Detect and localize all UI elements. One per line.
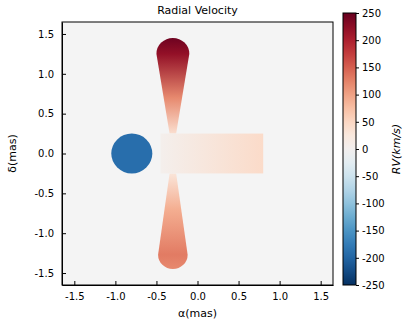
tick: -1.5 [34, 268, 66, 279]
tick-mark [62, 74, 66, 75]
tick-mark [356, 176, 359, 177]
tick-label: -150 [362, 225, 385, 236]
axis-line [63, 285, 334, 286]
tick-label: 100 [362, 89, 381, 100]
y-axis: -1.5 -1.0 -0.5 0.0 0.5 1.0 1.5 [34, 23, 66, 286]
tick: 250 [356, 8, 381, 19]
x-axis: -1.5 -1.0 -0.5 0.0 0.5 1.0 1.5 [63, 281, 334, 302]
plot-background [62, 22, 333, 285]
tick-label: 200 [362, 35, 381, 46]
tick-mark [115, 281, 116, 285]
y-axis-title: δ(mas) [6, 134, 19, 173]
tick-label: 250 [362, 8, 381, 19]
tick-mark [62, 114, 66, 115]
tick: -100 [356, 198, 385, 209]
tick-label: -250 [362, 280, 385, 291]
tick-label: -50 [362, 171, 378, 182]
colorbar-axis: -250 -200 -150 -100 -50 0 50 100 150 200 250 [356, 8, 385, 291]
jet [158, 173, 188, 269]
tick-mark [62, 34, 66, 35]
tick-mark [198, 281, 199, 285]
tick: -0.5 [34, 188, 66, 199]
tick: 1.5 [38, 29, 66, 40]
tick: -50 [356, 171, 378, 182]
tick-label: 0.0 [38, 148, 54, 159]
tick-label: 0.5 [38, 108, 54, 119]
tick-mark [356, 67, 359, 68]
tick-label: -100 [362, 198, 385, 209]
tick-mark [356, 40, 359, 41]
tick-mark [356, 203, 359, 204]
tick-label: 0.5 [231, 291, 247, 302]
tick: 1.0 [272, 281, 288, 302]
tick: -1.5 [65, 281, 85, 302]
tick-mark [356, 13, 359, 14]
tick-mark [356, 95, 359, 96]
tick-mark [356, 122, 359, 123]
tick: 150 [356, 62, 381, 73]
tick: 0.0 [190, 281, 206, 302]
tick-label: 150 [362, 62, 381, 73]
tick: 0 [356, 144, 368, 155]
tick: -1.0 [34, 228, 66, 239]
tick: -200 [356, 252, 385, 263]
tick: -0.5 [147, 281, 167, 302]
tick-label: 1.5 [38, 29, 54, 40]
tick-label: -200 [362, 252, 385, 263]
tick-mark [74, 281, 75, 285]
tick-label: -1.5 [34, 268, 54, 279]
colorbar-title: RV(km/s) [390, 124, 403, 174]
tick: 100 [356, 89, 381, 100]
tick: -1.0 [106, 281, 126, 302]
tick-label: 1.0 [38, 69, 54, 80]
tick: 1.0 [38, 69, 66, 80]
tick-label: 0 [362, 144, 368, 155]
tick-label: -0.5 [147, 291, 167, 302]
tick-mark [62, 193, 66, 194]
tick-mark [280, 281, 281, 285]
star [111, 134, 152, 174]
tick-label: 50 [362, 117, 375, 128]
tick-mark [62, 154, 66, 155]
tick-label: -1.0 [106, 291, 126, 302]
tick: 50 [356, 117, 375, 128]
tick: 0.0 [38, 148, 66, 159]
chart-svg: -1.5 -1.0 -0.5 0.0 0.5 1.0 1.5 -1.5 -1.0 -0.5 0.0 0… [0, 0, 411, 328]
chart-container: -1.5 -1.0 -0.5 0.0 0.5 1.0 1.5 -1.5 -1.0 -0.5 0.0 0… [0, 0, 411, 328]
tick-mark [356, 149, 359, 150]
tick-mark [356, 285, 359, 286]
tick: 200 [356, 35, 381, 46]
tick: -150 [356, 225, 385, 236]
tick: 1.5 [313, 281, 329, 302]
tick-mark [156, 281, 157, 285]
title: Radial Velocity [157, 4, 238, 17]
tick-label: 0.0 [190, 291, 206, 302]
tick-label: -0.5 [34, 188, 54, 199]
tick-label: 1.0 [272, 291, 288, 302]
tick-mark [356, 258, 359, 259]
tick-label: -1.5 [65, 291, 85, 302]
marks [111, 38, 263, 269]
tick-mark [239, 281, 240, 285]
x-axis-title: α(mas) [178, 307, 217, 320]
tick-mark [356, 231, 359, 232]
tick-label: -1.0 [34, 228, 54, 239]
jet [156, 38, 189, 134]
tick: 0.5 [38, 108, 66, 119]
tick-mark [62, 233, 66, 234]
disk [161, 134, 264, 174]
colorbar [343, 13, 356, 285]
tick-label: 1.5 [313, 291, 329, 302]
tick-mark [62, 273, 66, 274]
tick: 0.5 [231, 281, 247, 302]
plot-frame [62, 22, 333, 285]
tick-mark [321, 281, 322, 285]
tick: -250 [356, 280, 385, 291]
